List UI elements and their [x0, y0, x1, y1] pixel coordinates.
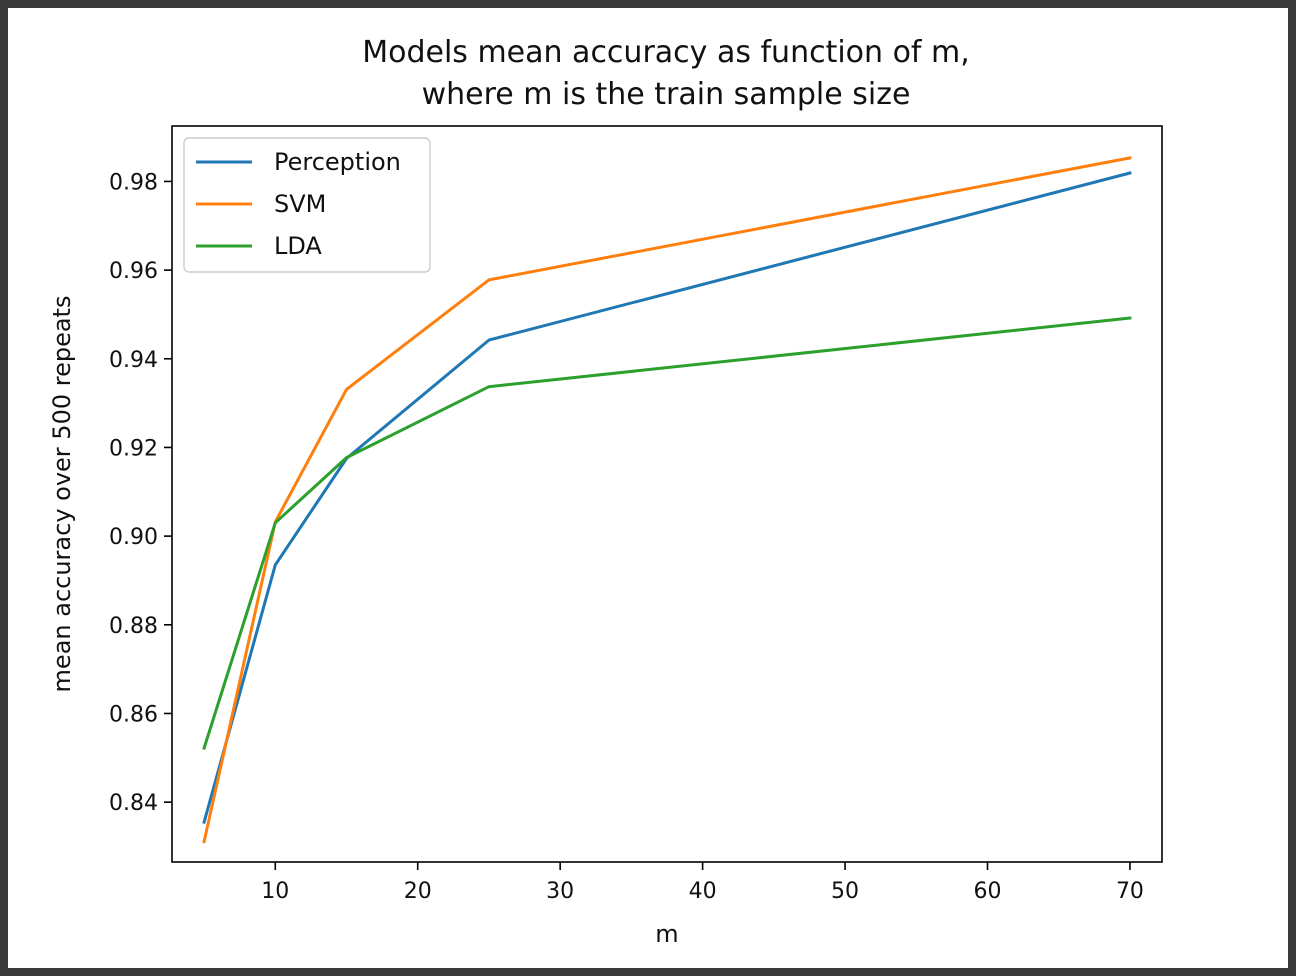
legend-box: [183, 137, 431, 273]
x-axis-label: m: [655, 920, 678, 948]
y-tick-label: 0.86: [109, 702, 158, 727]
y-tick-label: 0.90: [109, 525, 158, 550]
legend-label-perception: Perception: [274, 148, 401, 176]
figure-canvas: Models mean accuracy as function of m, w…: [8, 8, 1288, 968]
x-tick-label: 70: [1116, 879, 1144, 904]
legend: Perception SVM LDA: [183, 137, 431, 273]
y-axis-label: mean accuracy over 500 repeats: [48, 296, 76, 693]
legend-label-lda: LDA: [274, 232, 322, 260]
y-tick-label: 0.84: [109, 791, 158, 816]
series-group: [202, 156, 1132, 844]
y-tick-label: 0.98: [109, 170, 158, 195]
chart-title-line1: Models mean accuracy as function of m,: [362, 35, 970, 70]
x-axis: 10 20 30 40 50 60 70: [261, 862, 1144, 904]
x-tick-label: 50: [831, 879, 859, 904]
legend-label-svm: SVM: [274, 190, 326, 218]
series-line-svm: [202, 156, 1132, 844]
y-tick-label: 0.96: [109, 259, 158, 284]
series-line-lda: [202, 316, 1132, 750]
y-tick-label: 0.94: [109, 348, 158, 373]
x-tick-label: 40: [689, 879, 717, 904]
x-tick-label: 60: [974, 879, 1002, 904]
x-tick-label: 10: [261, 879, 289, 904]
y-axis: 0.84 0.86 0.88 0.90 0.92 0.94 0.96 0.98: [109, 170, 172, 816]
x-tick-label: 20: [404, 879, 432, 904]
y-tick-label: 0.92: [109, 436, 158, 461]
line-chart: Models mean accuracy as function of m, w…: [48, 35, 1163, 948]
x-tick-label: 30: [546, 879, 574, 904]
chart-title-line2: where m is the train sample size: [422, 77, 911, 112]
y-tick-label: 0.88: [109, 614, 158, 639]
